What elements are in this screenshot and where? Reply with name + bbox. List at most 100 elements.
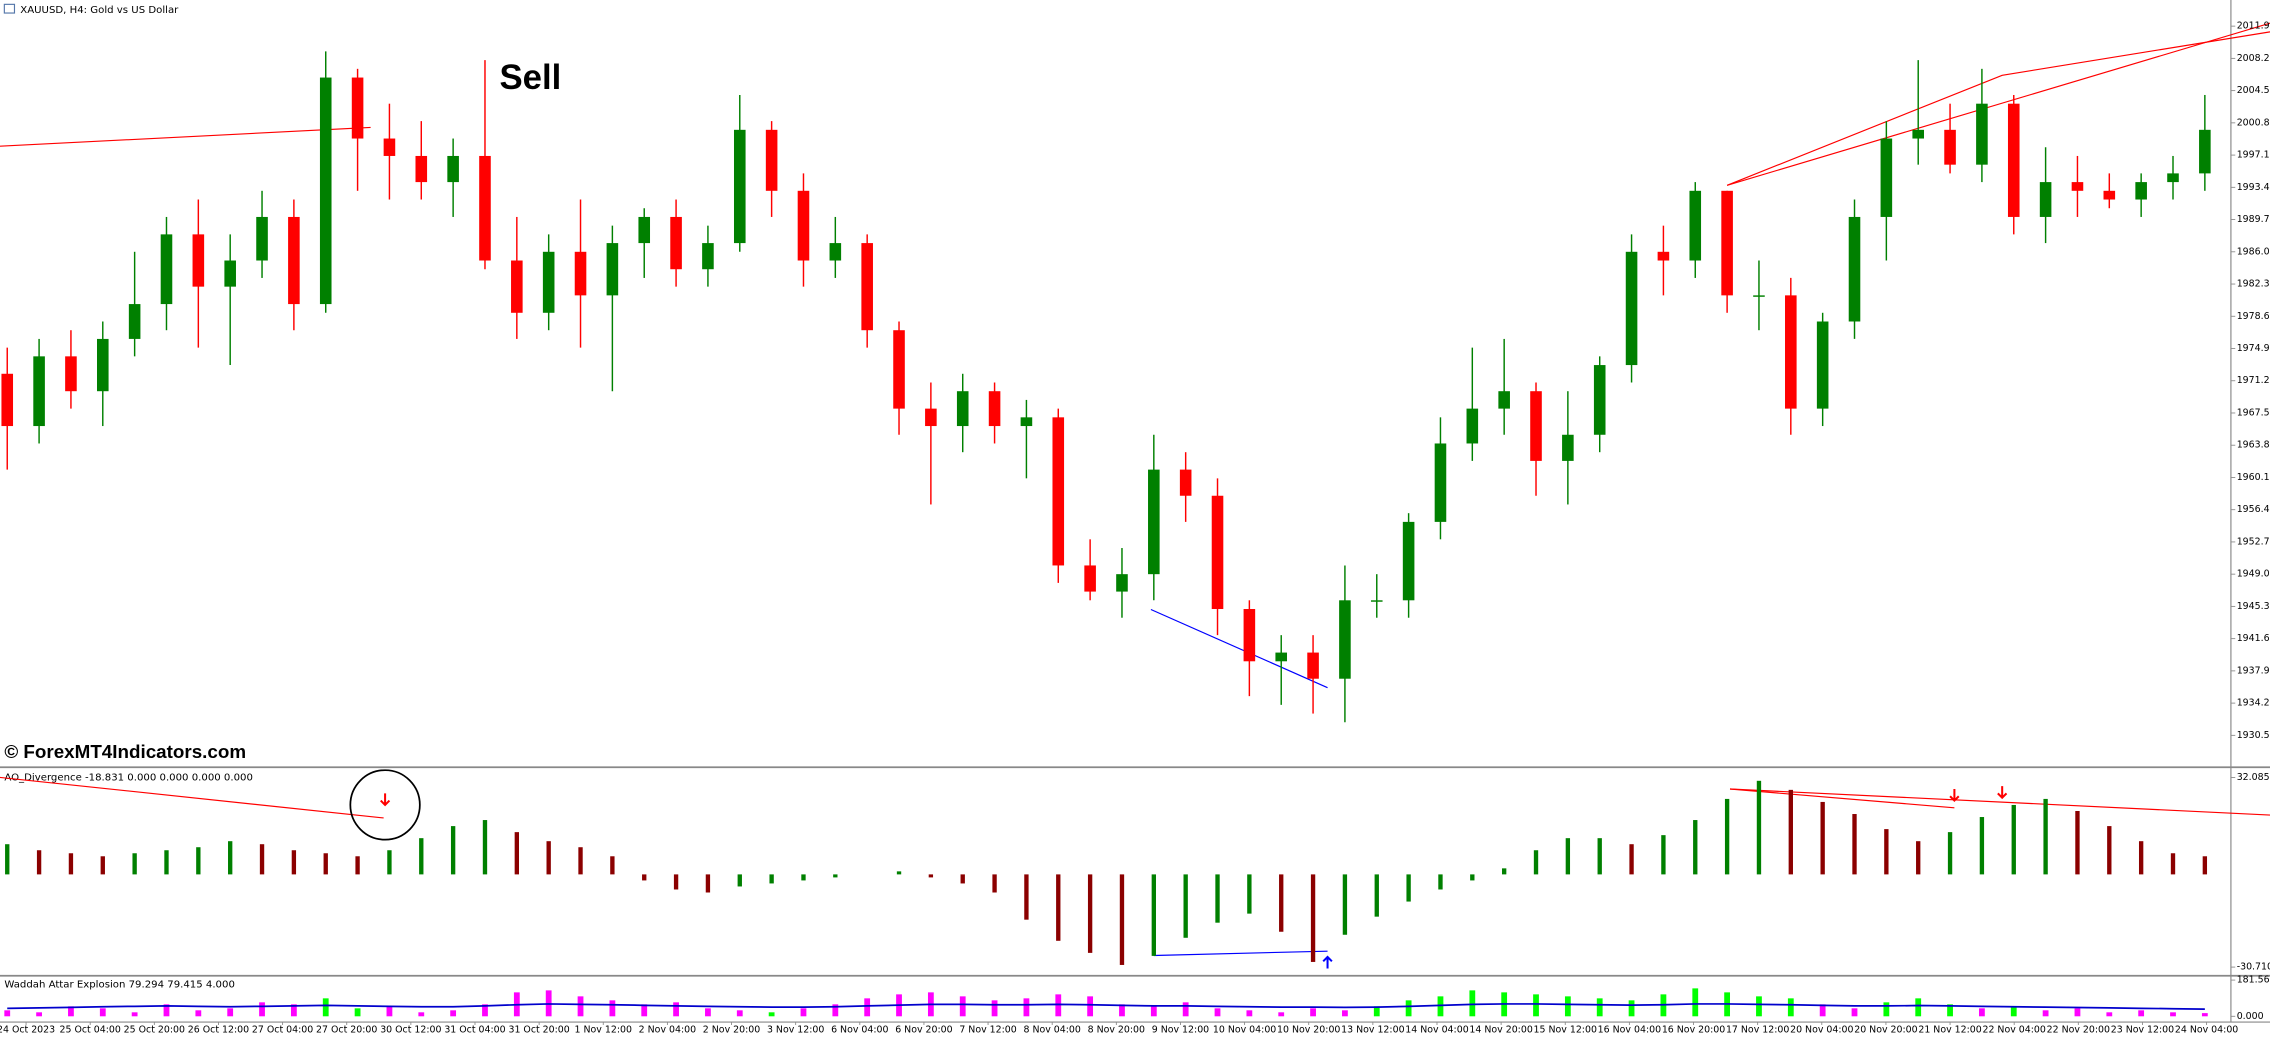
candle-body bbox=[447, 155, 459, 183]
price-tick-label: 1956.40 bbox=[2237, 504, 2270, 515]
ao-bar bbox=[1724, 798, 1730, 875]
candle-body bbox=[1976, 103, 1988, 165]
ao-bar bbox=[291, 850, 297, 875]
time-label: 21 Nov 12:00 bbox=[1918, 1025, 1981, 1036]
wae-bar bbox=[705, 1008, 711, 1017]
time-label: 31 Oct 04:00 bbox=[444, 1025, 505, 1036]
candle-body bbox=[1211, 495, 1224, 610]
ao-bar bbox=[992, 874, 997, 893]
ao-bar bbox=[1756, 780, 1762, 875]
candle-body bbox=[2071, 182, 2084, 191]
candle-body bbox=[893, 330, 905, 409]
price-tick-label: 1974.90 bbox=[2237, 343, 2270, 354]
time-label: 7 Nov 12:00 bbox=[959, 1025, 1016, 1036]
candle-body bbox=[542, 251, 555, 313]
candle-body bbox=[1, 373, 14, 427]
wae-bar bbox=[1373, 1006, 1380, 1017]
wae-bar bbox=[641, 1004, 648, 1017]
candle-body bbox=[319, 77, 332, 305]
wae-bar bbox=[1628, 1000, 1635, 1017]
wae-bar bbox=[1564, 996, 1571, 1017]
wae-bar bbox=[1915, 998, 1922, 1017]
candle-body bbox=[1339, 600, 1351, 679]
candle-body bbox=[797, 190, 810, 261]
ao-bar bbox=[2011, 804, 2016, 875]
price-tick-label: 1937.90 bbox=[2237, 665, 2270, 676]
sell-arrow bbox=[380, 793, 391, 807]
price-tick-label: 1934.20 bbox=[2237, 698, 2270, 709]
trend-line bbox=[0, 126, 371, 147]
time-label: 27 Oct 20:00 bbox=[316, 1025, 377, 1036]
time-label: 31 Oct 20:00 bbox=[508, 1025, 569, 1036]
trend-line bbox=[1150, 608, 1328, 689]
watermark: © ForexMT4Indicators.com bbox=[4, 741, 246, 762]
wae-bar bbox=[959, 996, 966, 1017]
price-tick-label: 32.085 bbox=[2237, 772, 2270, 783]
ao-bar bbox=[482, 820, 488, 875]
wae-bar bbox=[99, 1008, 106, 1017]
price-tick-label: 1941.60 bbox=[2237, 633, 2270, 644]
time-label: 9 Nov 12:00 bbox=[1152, 1025, 1209, 1036]
candle-body bbox=[1402, 521, 1415, 601]
ao-bar bbox=[1501, 868, 1507, 875]
chart-icon bbox=[3, 3, 16, 14]
candle-body bbox=[1307, 652, 1319, 679]
trend-line bbox=[0, 776, 384, 819]
trend-lines bbox=[0, 22, 2270, 957]
wae-bar bbox=[1087, 996, 1094, 1017]
ao-bar bbox=[2170, 853, 2176, 875]
wae-bar bbox=[4, 1010, 11, 1017]
price-tick-label: -30.710 bbox=[2237, 962, 2270, 973]
time-label: 15 Nov 12:00 bbox=[1534, 1025, 1597, 1036]
price-tick-label: 1978.60 bbox=[2237, 311, 2270, 322]
ao-bar bbox=[1119, 874, 1125, 965]
wae-bar bbox=[1150, 1006, 1157, 1017]
time-label: 8 Nov 04:00 bbox=[1023, 1025, 1080, 1036]
price-tick-label: 1963.80 bbox=[2237, 440, 2270, 451]
wae-bar bbox=[1405, 1000, 1412, 1017]
candle-body bbox=[1912, 129, 1924, 139]
ao-bar bbox=[1947, 832, 1953, 875]
ao-bar bbox=[673, 874, 679, 890]
wae-bar bbox=[800, 1008, 807, 1017]
ao-bar bbox=[2075, 810, 2080, 875]
candle-body bbox=[1434, 443, 1447, 522]
candle-body bbox=[925, 408, 937, 427]
ao-bar bbox=[1183, 874, 1188, 938]
time-label: 14 Nov 20:00 bbox=[1469, 1025, 1532, 1036]
candle-body bbox=[606, 243, 619, 296]
ao-bar bbox=[801, 874, 806, 881]
trend-line bbox=[1153, 950, 1328, 957]
trend-line bbox=[1726, 22, 2270, 186]
price-tick-label: 2004.50 bbox=[2237, 85, 2270, 96]
price-tick-label: 2008.20 bbox=[2237, 53, 2270, 64]
candle-body bbox=[1466, 408, 1479, 444]
wae-bar bbox=[2170, 1012, 2176, 1017]
sell-arrow bbox=[1949, 789, 1960, 803]
candle-body bbox=[988, 391, 1001, 427]
ao-bar bbox=[1056, 874, 1061, 941]
time-label: 8 Nov 20:00 bbox=[1088, 1025, 1145, 1036]
candle-body bbox=[2039, 182, 2052, 217]
price-tick-label: 1945.30 bbox=[2237, 601, 2270, 612]
ao-bar bbox=[769, 874, 774, 884]
wae-bar bbox=[864, 998, 871, 1017]
time-label: 24 Oct 2023 bbox=[0, 1025, 55, 1036]
candle-body bbox=[2167, 173, 2179, 183]
wae-bar bbox=[1692, 988, 1699, 1017]
wae-bar bbox=[450, 1010, 457, 1017]
wae-bar bbox=[1469, 990, 1476, 1017]
wae-bar bbox=[991, 1000, 998, 1017]
price-tick-label: 1952.70 bbox=[2237, 536, 2270, 547]
ao-bar bbox=[546, 841, 551, 875]
price-tick-label: 1997.10 bbox=[2237, 150, 2270, 161]
candle-body bbox=[1816, 321, 1829, 409]
candle-body bbox=[1562, 434, 1574, 461]
candle-body bbox=[2135, 182, 2147, 200]
time-label: 1 Nov 12:00 bbox=[575, 1025, 632, 1036]
wae-bar bbox=[1214, 1008, 1221, 1017]
wae-bar bbox=[768, 1012, 775, 1017]
highlight-circle bbox=[349, 769, 421, 841]
wae-bar bbox=[1883, 1002, 1890, 1017]
ao-bar bbox=[1024, 874, 1029, 920]
